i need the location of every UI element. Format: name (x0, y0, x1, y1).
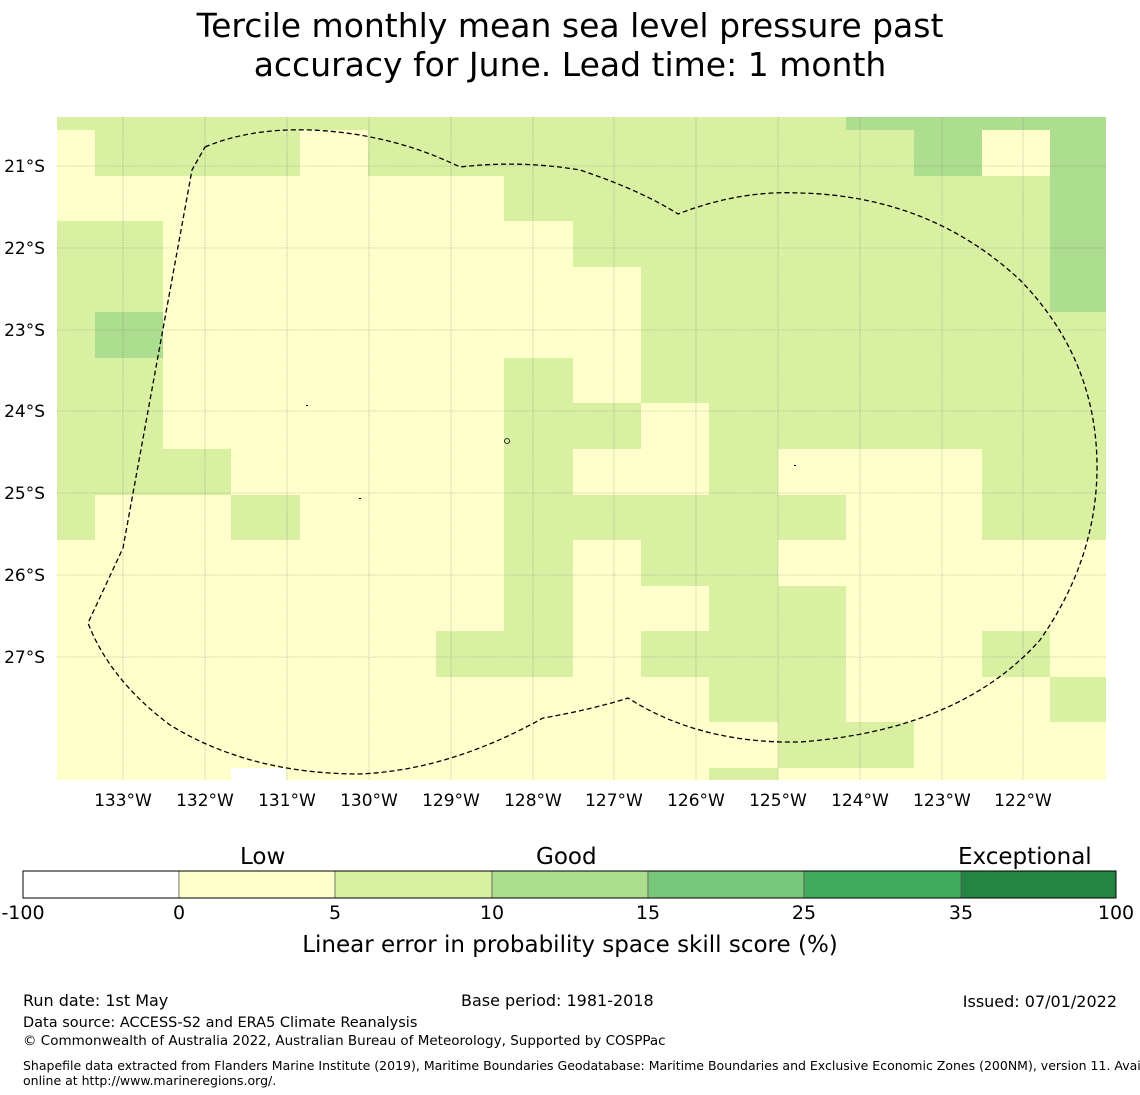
skill-cell (163, 449, 231, 495)
data-source: Data source: ACCESS-S2 and ERA5 Climate … (23, 1015, 418, 1031)
skill-cell (368, 130, 914, 176)
longitude-label: 130°W (340, 791, 398, 811)
skill-cell (504, 358, 573, 449)
shapefile-credit-line-1: Shapefile data extracted from Flanders M… (23, 1058, 1140, 1073)
issued-date: Issued: 07/01/2022 (962, 992, 1117, 1011)
colorbar-label-exceptional: Exceptional (958, 844, 1092, 870)
title-line-1: Tercile monthly mean sea level pressure … (196, 6, 944, 45)
colorbar-segment (334, 870, 493, 899)
colorbar-tick: 0 (172, 902, 186, 924)
skill-cell (709, 449, 778, 495)
longitude-label: 129°W (422, 791, 480, 811)
colorbar-tick: 35 (948, 902, 974, 924)
longitude-label: 127°W (585, 791, 643, 811)
skill-cell (709, 403, 1106, 449)
longitude-label: 131°W (258, 791, 316, 811)
colorbar-title: Linear error in probability space skill … (302, 932, 838, 958)
longitude-label: 128°W (504, 791, 562, 811)
longitude-label: 126°W (667, 791, 725, 811)
longitude-labels: 133°W 132°W 131°W 130°W 129°W 128°W 127°W 126°W… (94, 791, 1052, 811)
skill-cell (504, 449, 573, 631)
colorbar-tick: 15 (635, 902, 661, 924)
skill-cell (231, 495, 300, 540)
longitude-label: 124°W (831, 791, 889, 811)
longitude-label: 123°W (913, 791, 971, 811)
skill-cell (231, 768, 286, 780)
skill-cell (95, 130, 300, 176)
colorbar-segment (803, 870, 962, 899)
skill-cell (709, 768, 778, 780)
skill-cell (982, 631, 1050, 677)
colorbar-tick: 10 (479, 902, 505, 924)
colorbar-segment (178, 870, 336, 899)
colorbar (22, 870, 1117, 899)
latitude-label: 25°S (4, 484, 45, 504)
colorbar-label-good: Good (536, 844, 597, 870)
skill-grid-cells (57, 117, 1106, 780)
skill-cell (1050, 130, 1106, 312)
skill-cell (573, 221, 1106, 267)
longitude-label: 133°W (94, 791, 152, 811)
latitude-label: 26°S (4, 566, 45, 586)
longitude-label: 132°W (176, 791, 234, 811)
skill-cell (1050, 677, 1106, 722)
title-line-2: accuracy for June. Lead time: 1 month (253, 45, 887, 84)
latitude-label: 22°S (4, 239, 45, 259)
colorbar-segment (647, 870, 805, 899)
skill-cell (504, 176, 1106, 221)
colorbar-segment (491, 870, 649, 899)
longitude-label: 122°W (994, 791, 1052, 811)
colorbar-tick: 25 (791, 902, 817, 924)
skill-cell (914, 130, 982, 176)
skill-cell (57, 495, 95, 540)
colorbar-segment (22, 870, 180, 899)
latitude-labels: 21°S 22°S 23°S 24°S 25°S 26°S 27°S (4, 157, 45, 668)
shapefile-credit: Shapefile data extracted from Flanders M… (23, 1058, 1140, 1088)
skill-cell (778, 722, 914, 768)
longitude-label: 125°W (749, 791, 807, 811)
skill-cell (641, 631, 846, 677)
skill-cell (95, 312, 163, 358)
map-gridlines (57, 117, 1106, 780)
skill-cell (573, 403, 641, 449)
colorbar-tick: 5 (328, 902, 342, 924)
copyright: © Commonwealth of Australia 2022, Austra… (23, 1033, 666, 1049)
skill-cell (709, 677, 846, 722)
skill-cell (436, 631, 573, 677)
skill-cell (641, 540, 778, 586)
run-date: Run date: 1st May (23, 991, 169, 1010)
latitude-label: 27°S (4, 648, 45, 668)
colorbar-tick: 100 (1097, 902, 1135, 924)
skill-cell (709, 586, 846, 631)
skill-cell (982, 449, 1106, 540)
skill-cell (57, 117, 1106, 130)
shapefile-credit-line-2: online at http://www.marineregions.org/. (23, 1073, 277, 1088)
colorbar-tick: -100 (1, 902, 45, 924)
eez-boundary (87, 129, 1098, 775)
skill-cell (641, 267, 1106, 403)
skill-cell (846, 117, 1106, 130)
base-period: Base period: 1981-2018 (461, 991, 654, 1010)
latitude-label: 24°S (4, 402, 45, 422)
skill-cell (573, 495, 846, 540)
colorbar-outline (22, 870, 1117, 899)
colorbar-label-low: Low (240, 844, 286, 870)
latitude-label: 21°S (4, 157, 45, 177)
island-marks (306, 405, 796, 499)
latitude-label: 23°S (4, 321, 45, 341)
chart-title: Tercile monthly mean sea level pressure … (0, 6, 1140, 84)
colorbar-segment (960, 870, 1117, 899)
